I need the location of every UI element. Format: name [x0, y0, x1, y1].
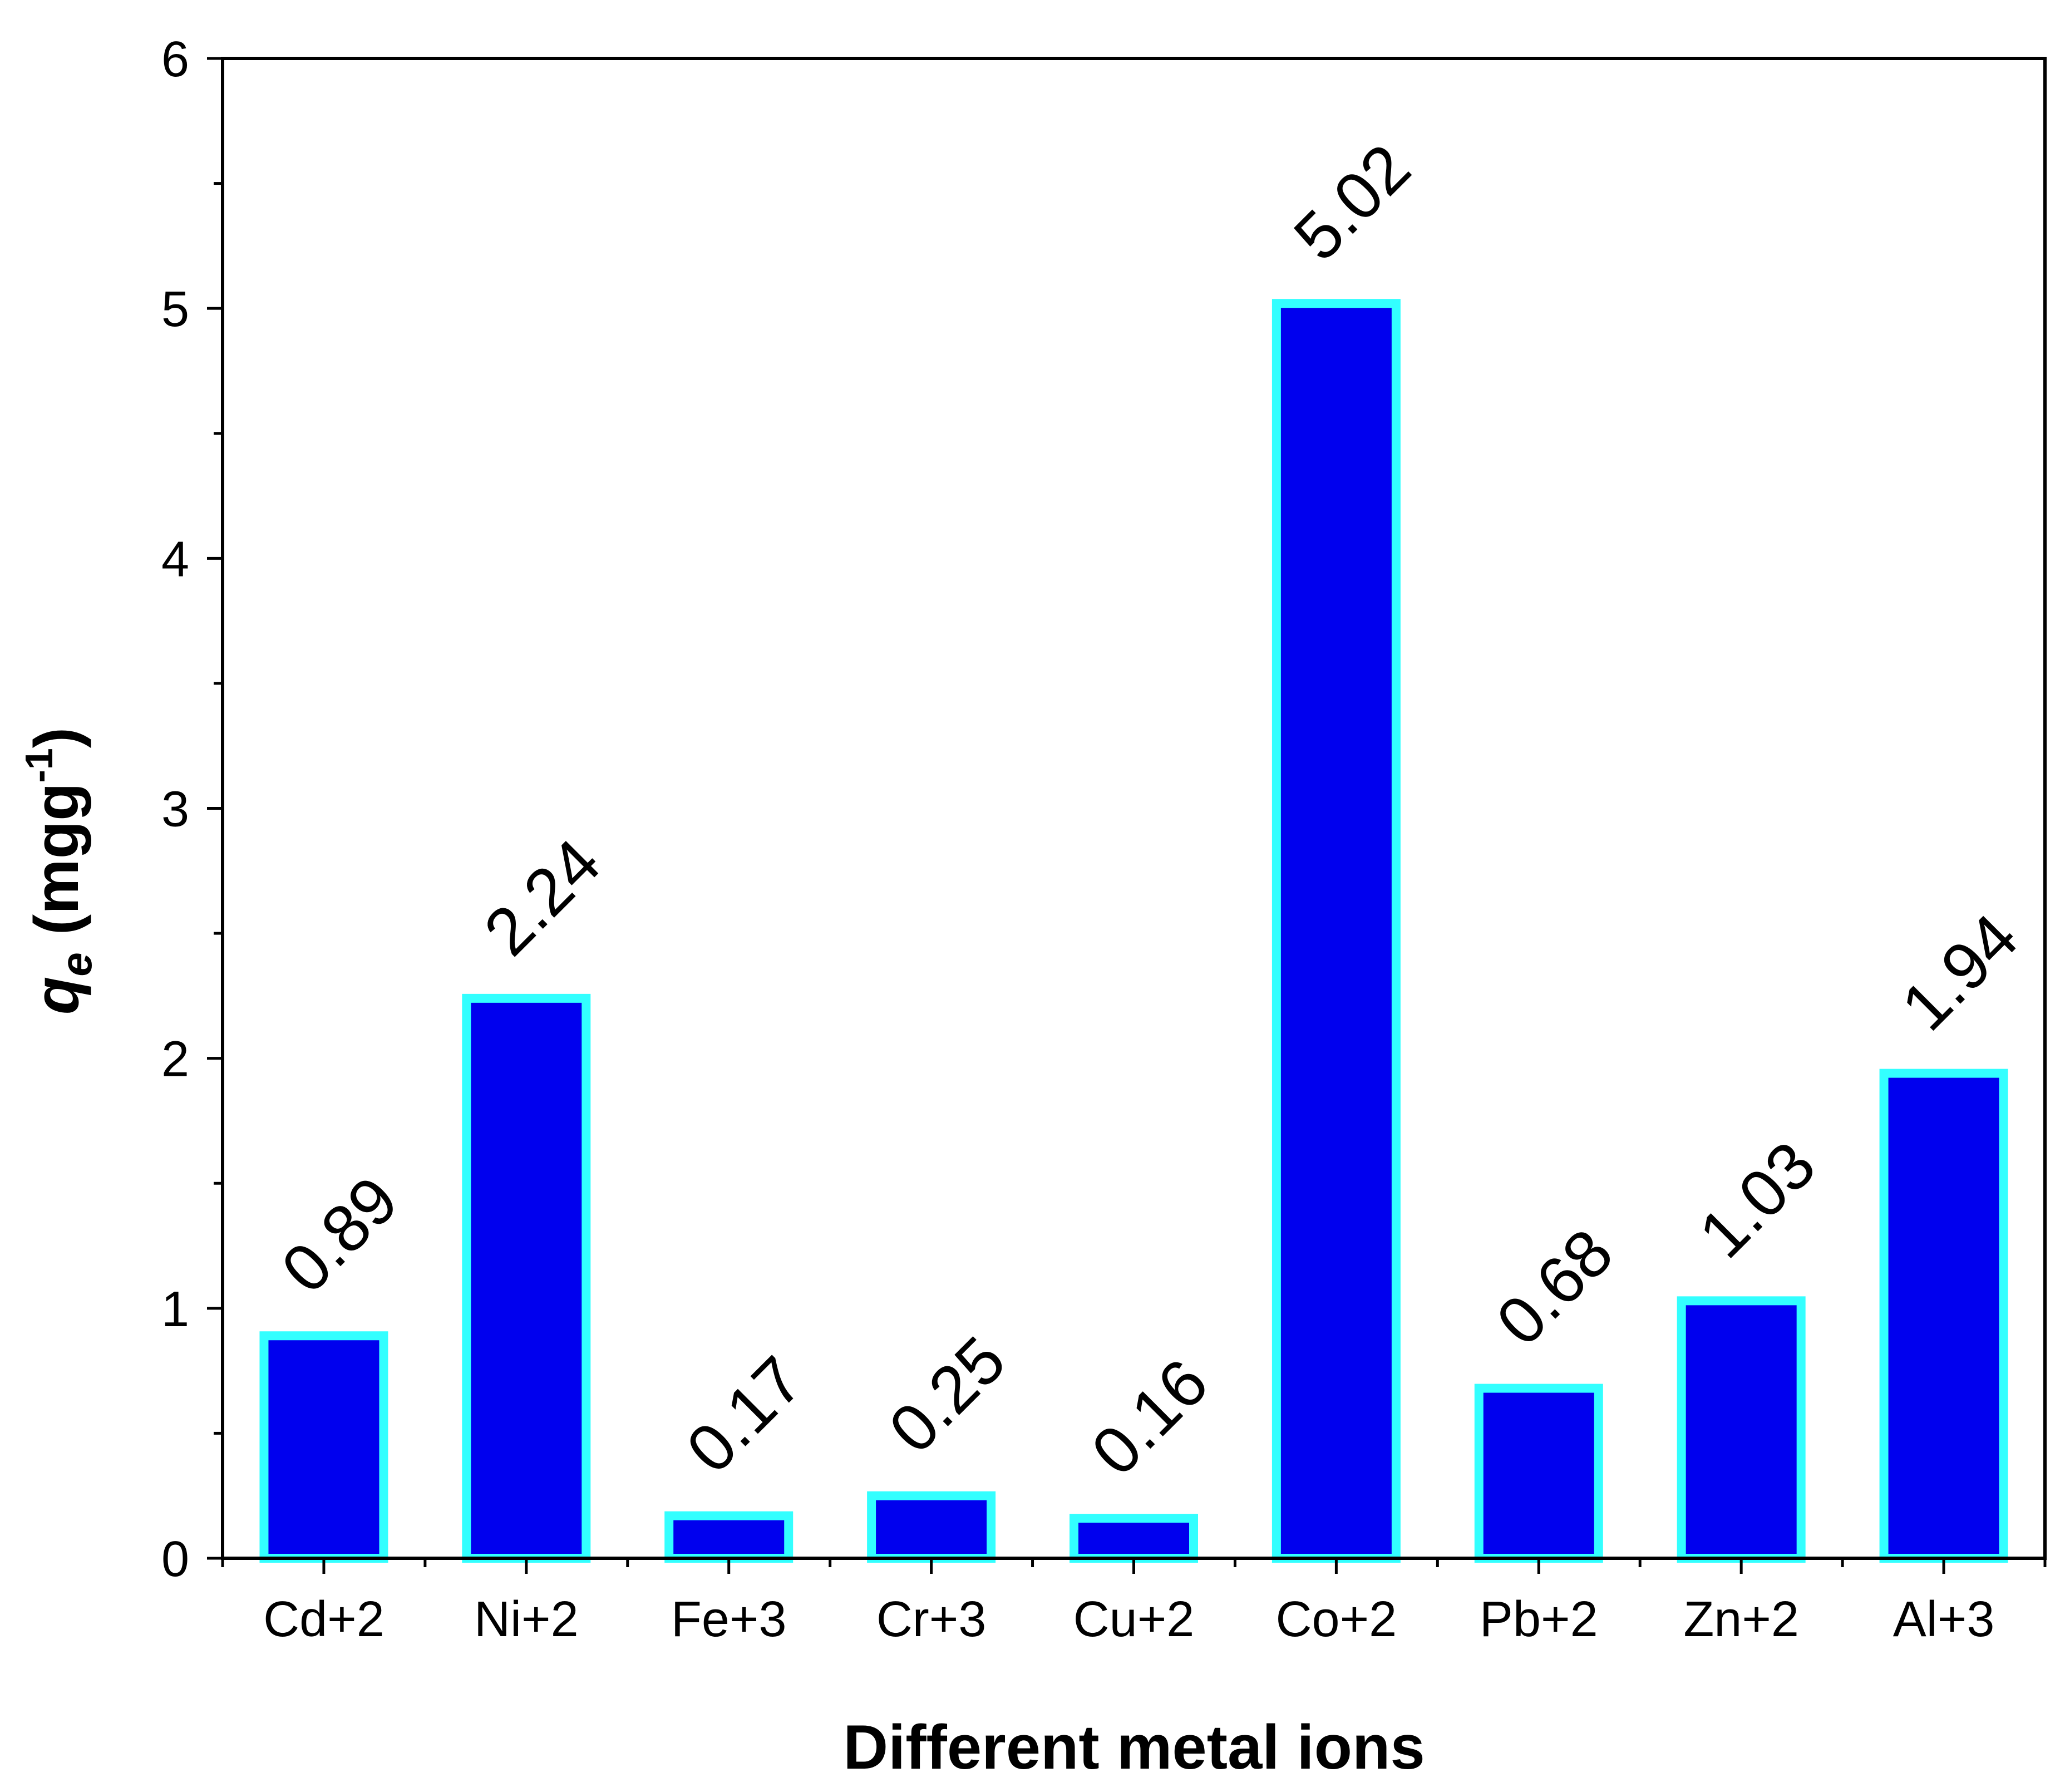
data-label: 0.68	[1482, 1215, 1627, 1360]
bar-Cr+3	[867, 1491, 996, 1563]
y-tick-label: 4	[161, 531, 189, 587]
x-tick-label: Al+3	[1893, 1592, 1995, 1647]
data-label: 0.16	[1077, 1345, 1222, 1490]
bar-Ni+2	[462, 993, 591, 1563]
data-label: 0.25	[875, 1322, 1019, 1467]
bar-Fe+3	[664, 1511, 794, 1563]
y-axis-symbol: q	[22, 977, 91, 1015]
y-tick-label: 0	[161, 1532, 189, 1587]
x-tick-label: Cu+2	[1073, 1592, 1195, 1647]
x-tick-label: Pb+2	[1480, 1592, 1598, 1647]
bar-Al+3	[1879, 1069, 2008, 1563]
bar-Co+2	[1272, 299, 1401, 1563]
data-label: 1.94	[1887, 900, 2032, 1045]
y-axis-unit-exponent: -1	[17, 748, 61, 782]
x-axis-title: Different metal ions	[843, 1712, 1425, 1782]
bar-Pb+2	[1474, 1384, 1603, 1563]
data-label: 2.24	[470, 825, 614, 969]
bar-Zn+2	[1677, 1296, 1806, 1563]
y-axis-subscript: e	[52, 952, 101, 976]
y-axis-unit-suffix: )	[22, 727, 91, 748]
y-tick-label: 6	[161, 32, 189, 87]
y-tick-label: 2	[161, 1032, 189, 1087]
data-label: 0.89	[268, 1163, 412, 1307]
x-tick-label: Fe+3	[671, 1592, 787, 1647]
data-label: 1.03	[1685, 1128, 1830, 1272]
x-tick-label: Zn+2	[1683, 1592, 1799, 1647]
y-tick-label: 3	[161, 782, 189, 838]
y-axis-unit-prefix: (mgg	[22, 782, 91, 952]
x-tick-label: Co+2	[1276, 1592, 1397, 1647]
data-label: 5.02	[1280, 130, 1425, 275]
x-tick-label: Ni+2	[474, 1592, 579, 1647]
bar-Cu+2	[1070, 1514, 1198, 1563]
y-tick-label: 5	[161, 282, 189, 337]
data-label: 0.17	[672, 1342, 817, 1487]
y-axis-title: qe (mgg-1)	[17, 727, 101, 1015]
x-tick-label: Cr+3	[876, 1592, 987, 1647]
bar-Cd+2	[259, 1331, 388, 1563]
x-tick-label: Cd+2	[263, 1592, 385, 1647]
y-tick-label: 1	[161, 1282, 189, 1337]
